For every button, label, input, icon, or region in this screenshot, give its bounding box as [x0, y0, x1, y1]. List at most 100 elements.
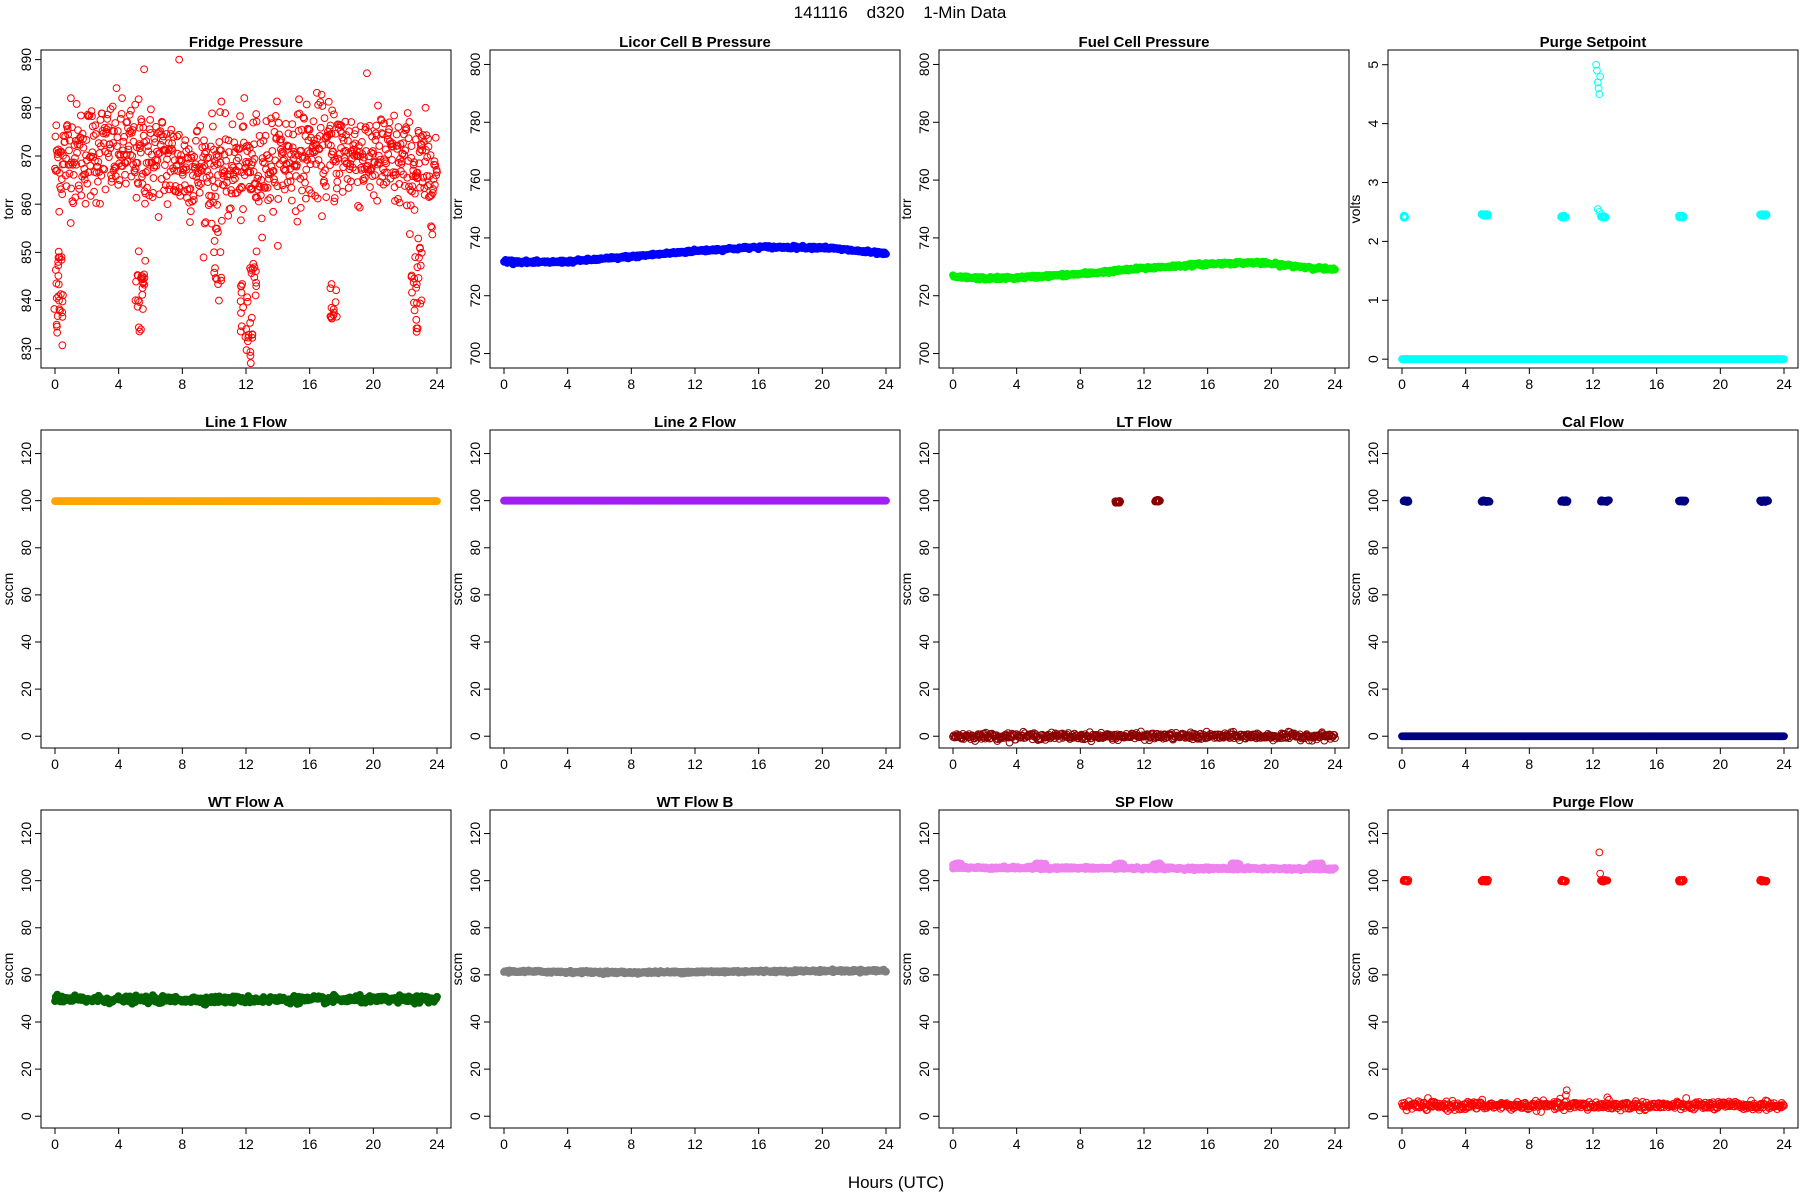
data-point [214, 228, 222, 237]
data-point [410, 306, 419, 315]
data-point [330, 197, 339, 206]
data-point [343, 136, 352, 145]
x-tick-label: 0 [1398, 756, 1406, 772]
data-point [215, 138, 224, 146]
data-point [80, 175, 89, 184]
data-point [117, 109, 126, 118]
series-points [1398, 496, 1788, 741]
data-point [320, 177, 328, 185]
x-tick-label: 20 [1264, 376, 1280, 392]
data-point [338, 187, 347, 196]
data-point [135, 140, 143, 149]
data-point [269, 167, 278, 175]
data-point [361, 123, 370, 132]
data-point [252, 117, 261, 126]
data-point [410, 158, 418, 167]
x-tick-label: 24 [1776, 756, 1792, 772]
data-point [181, 136, 190, 145]
data-point [208, 122, 217, 131]
data-point [307, 155, 316, 164]
y-axis-label: torr [0, 198, 16, 219]
data-point [216, 158, 225, 167]
data-point [385, 118, 394, 127]
data-point [344, 184, 353, 192]
data-point [400, 150, 409, 159]
x-tick-label: 12 [1585, 756, 1601, 772]
data-point [237, 216, 245, 225]
data-point [256, 183, 264, 192]
y-tick-label: 760 [467, 168, 483, 192]
x-tick-label: 24 [878, 376, 894, 392]
data-point [164, 144, 173, 153]
data-point [431, 133, 440, 142]
data-point [326, 284, 335, 293]
data-point [69, 170, 78, 179]
data-point [76, 111, 85, 120]
data-point [54, 271, 63, 280]
data-point [70, 158, 78, 167]
data-point [299, 113, 308, 122]
x-tick-label: 8 [627, 376, 635, 392]
plot-frame [40, 429, 452, 749]
x-tick-label: 4 [1462, 756, 1470, 772]
data-point [284, 142, 293, 151]
y-tick-label: 0 [916, 732, 932, 740]
y-tick-label: 80 [18, 540, 34, 556]
data-point [200, 136, 208, 145]
data-point [130, 168, 139, 177]
data-point [195, 188, 204, 197]
data-point [214, 179, 223, 188]
data-point [171, 182, 180, 190]
data-point [62, 154, 70, 163]
data-point [120, 132, 129, 141]
data-point [281, 165, 290, 174]
data-point [268, 147, 277, 155]
x-tick-label: 12 [1136, 756, 1152, 772]
data-point [414, 173, 422, 182]
data-point [326, 121, 335, 130]
data-point [127, 106, 135, 115]
data-point [189, 192, 198, 200]
data-point [357, 138, 366, 146]
data-point [106, 105, 115, 113]
data-point [119, 146, 127, 155]
data-point [238, 123, 247, 131]
data-point [369, 149, 378, 158]
data-point [424, 134, 432, 143]
data-point [135, 144, 144, 153]
data-point [429, 185, 438, 194]
data-point [253, 193, 261, 202]
data-point [354, 201, 362, 210]
y-tick-label: 850 [18, 240, 34, 264]
data-point [247, 313, 256, 322]
data-point [407, 272, 416, 281]
data-point [199, 253, 208, 262]
data-point [410, 206, 419, 214]
data-point [264, 196, 272, 205]
x-tick-label: 16 [1649, 756, 1665, 772]
data-point [107, 174, 116, 183]
data-point [130, 123, 138, 131]
data-point [234, 154, 243, 162]
data-point [52, 121, 61, 130]
data-point [54, 292, 63, 301]
y-tick-label: 120 [18, 442, 34, 466]
x-tick-label: 8 [178, 376, 186, 392]
y-tick-label: 60 [18, 587, 34, 603]
x-tick-label: 4 [115, 376, 123, 392]
x-tick-label: 4 [1013, 376, 1021, 392]
data-point [131, 296, 140, 305]
data-point [85, 153, 94, 162]
data-point [175, 130, 183, 139]
data-point [150, 134, 159, 143]
panel-title: Fridge Pressure [189, 34, 303, 51]
y-tick-label: 840 [18, 289, 34, 313]
data-point [335, 149, 344, 158]
data-point [211, 192, 220, 201]
data-point [372, 121, 381, 130]
data-point [131, 100, 140, 109]
data-point [318, 141, 327, 150]
